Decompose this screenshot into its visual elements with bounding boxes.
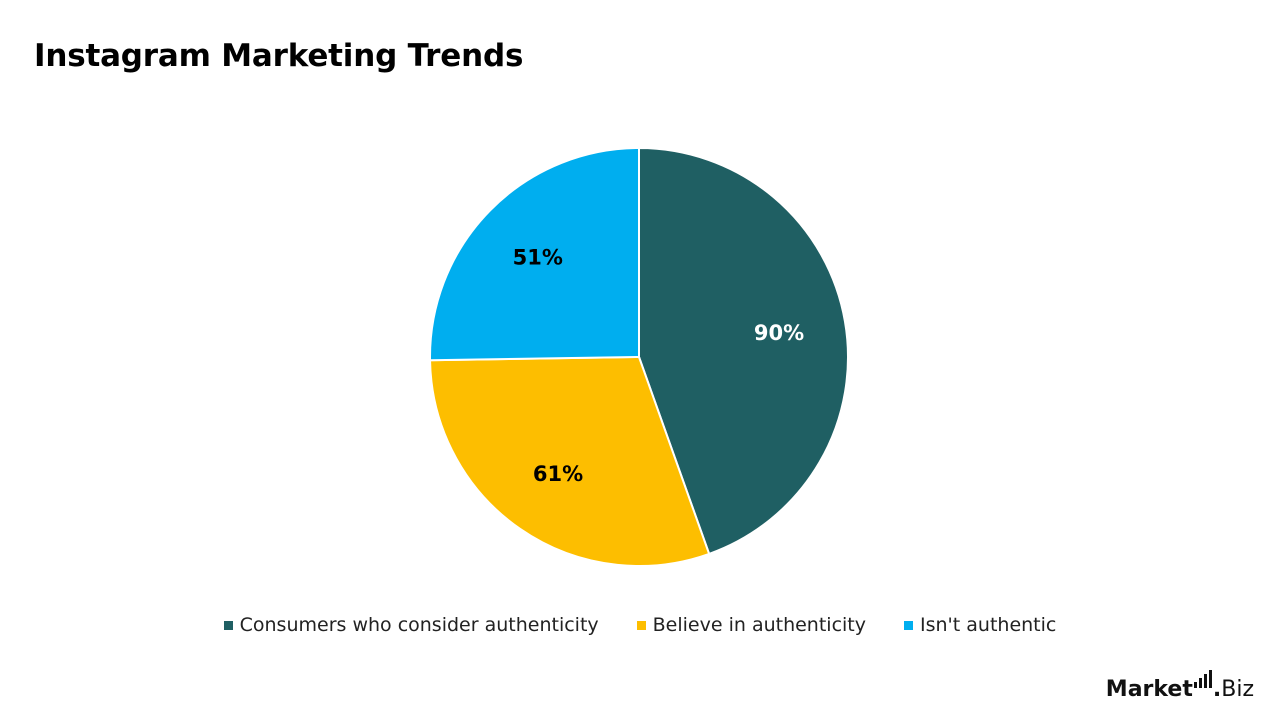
pie-data-label-1: 61% bbox=[533, 462, 583, 486]
logo-text-main: Market bbox=[1105, 677, 1193, 702]
legend-swatch-1 bbox=[636, 620, 646, 630]
legend-swatch-2 bbox=[904, 620, 914, 630]
logo-bars-icon bbox=[1193, 670, 1212, 688]
pie-slice-0 bbox=[638, 146, 849, 556]
pie-slices bbox=[429, 146, 849, 567]
legend-item-1: Believe in authenticity bbox=[636, 614, 867, 636]
legend-swatch-0 bbox=[223, 620, 233, 630]
pie-labels: 90% 61% 51% bbox=[513, 245, 805, 485]
logo-dot: . bbox=[1212, 677, 1222, 702]
logo-text-suffix: Biz bbox=[1221, 677, 1254, 702]
chart-title: Instagram Marketing Trends bbox=[34, 38, 524, 74]
legend-item-0: Consumers who consider authenticity bbox=[223, 614, 599, 636]
legend-label-0: Consumers who consider authenticity bbox=[239, 614, 599, 636]
legend-item-2: Isn't authentic bbox=[904, 614, 1056, 636]
marketbiz-logo: Market . Biz bbox=[1106, 670, 1254, 702]
pie-data-label-0: 90% bbox=[754, 321, 804, 345]
legend-label-1: Believe in authenticity bbox=[652, 614, 867, 636]
pie-slice-2 bbox=[429, 146, 640, 362]
chart-legend: Consumers who consider authenticity Belie… bbox=[0, 614, 1280, 636]
legend-label-2: Isn't authentic bbox=[920, 614, 1057, 636]
pie-data-label-2: 51% bbox=[513, 245, 563, 269]
pie-slice-1 bbox=[429, 355, 711, 567]
